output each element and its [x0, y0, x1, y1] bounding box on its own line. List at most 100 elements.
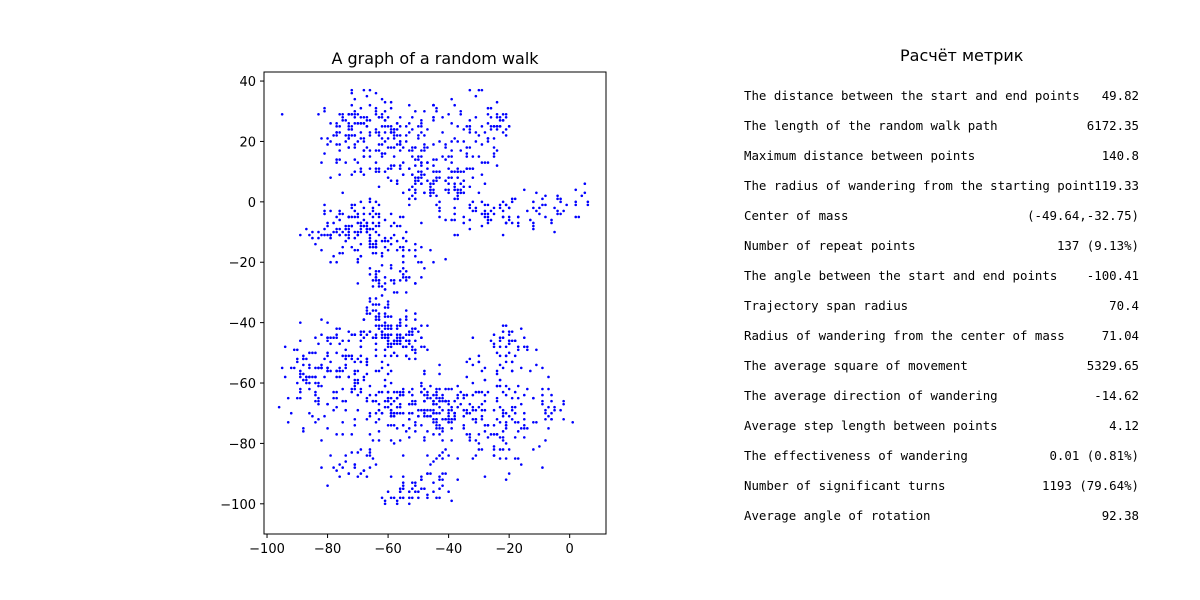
- walk-point: [444, 257, 447, 261]
- walk-point: [299, 369, 302, 373]
- walk-point: [474, 115, 478, 119]
- walk-point: [432, 191, 435, 195]
- walk-point: [305, 227, 308, 231]
- walk-point: [335, 161, 338, 164]
- walk-point: [407, 248, 411, 252]
- walk-point: [483, 203, 487, 207]
- walk-point: [347, 230, 351, 234]
- walk-point: [365, 417, 369, 421]
- walk-point: [386, 239, 390, 243]
- walk-point: [432, 408, 435, 412]
- walk-point: [383, 109, 387, 113]
- metric-value: (-49.64,-32.75): [1027, 208, 1139, 223]
- walk-point: [468, 203, 472, 207]
- walk-point: [438, 433, 441, 436]
- walk-point: [477, 134, 481, 137]
- walk-point: [474, 206, 478, 210]
- walk-point: [392, 282, 396, 285]
- walk-point: [356, 140, 360, 143]
- walk-point: [456, 197, 459, 201]
- walk-point: [426, 430, 429, 433]
- walk-point: [389, 475, 393, 478]
- walk-point: [356, 369, 360, 373]
- walk-point: [374, 128, 378, 131]
- walk-point: [474, 454, 478, 457]
- walk-point: [501, 411, 505, 415]
- walk-point: [289, 366, 293, 370]
- walk-point: [507, 333, 511, 337]
- walk-point: [344, 357, 348, 361]
- walk-point: [341, 212, 344, 216]
- walk-point: [504, 115, 508, 119]
- walk-point: [426, 496, 429, 500]
- walk-point: [468, 433, 472, 436]
- walk-point: [407, 342, 411, 346]
- walk-point: [389, 408, 393, 412]
- walk-point: [477, 191, 481, 195]
- walk-point: [450, 218, 453, 222]
- walk-point: [377, 417, 381, 421]
- walk-point: [362, 212, 366, 216]
- walk-point: [320, 233, 323, 237]
- walk-point: [450, 122, 453, 125]
- walk-point: [344, 366, 348, 370]
- walk-point: [420, 173, 423, 176]
- walk-point: [350, 387, 354, 391]
- walk-point: [492, 342, 496, 346]
- walk-point: [389, 381, 393, 385]
- walk-point: [398, 215, 402, 219]
- walk-point: [450, 408, 453, 412]
- walk-point: [329, 260, 332, 264]
- walk-point: [350, 224, 354, 228]
- walk-point: [468, 411, 472, 415]
- walk-point: [305, 378, 308, 382]
- walk-point: [462, 393, 466, 397]
- walk-point: [404, 354, 408, 358]
- walk-point: [441, 439, 444, 442]
- walk-point: [486, 203, 490, 207]
- walk-point: [438, 427, 441, 430]
- walk-point: [371, 251, 375, 255]
- walk-point: [420, 245, 423, 249]
- walk-point: [380, 411, 384, 415]
- walk-point: [501, 233, 505, 237]
- walk-point: [356, 161, 360, 164]
- walk-point: [510, 339, 514, 343]
- walk-point: [395, 396, 399, 400]
- walk-point: [344, 348, 348, 352]
- walk-point: [380, 330, 384, 333]
- walk-point: [420, 276, 423, 279]
- walk-point: [420, 119, 423, 122]
- walk-point: [447, 411, 450, 415]
- walk-point: [501, 448, 505, 451]
- walk-point: [483, 399, 487, 403]
- walk-point: [423, 387, 426, 391]
- walk-point: [392, 221, 396, 225]
- walk-point: [438, 170, 441, 173]
- walk-point: [513, 339, 517, 343]
- walk-point: [368, 103, 372, 107]
- walk-point: [299, 387, 302, 391]
- walk-point: [441, 131, 444, 134]
- metric-label: Maximum distance between points: [744, 148, 976, 163]
- walk-point: [526, 387, 529, 391]
- walk-point: [311, 351, 314, 355]
- walk-point: [453, 137, 456, 140]
- walk-point: [423, 411, 426, 415]
- walk-point: [386, 176, 390, 179]
- walk-point: [377, 185, 381, 189]
- walk-point: [562, 402, 565, 406]
- walk-point: [495, 149, 499, 152]
- walk-point: [501, 209, 505, 213]
- walk-point: [395, 291, 399, 294]
- walk-point: [447, 408, 450, 412]
- walk-point: [562, 209, 565, 213]
- walk-point: [359, 227, 363, 231]
- walk-point: [407, 197, 411, 201]
- walk-point: [350, 125, 354, 128]
- walk-point: [323, 227, 326, 231]
- walk-point: [365, 309, 369, 312]
- walk-point: [389, 345, 393, 349]
- walk-point: [374, 167, 378, 170]
- walk-point: [414, 399, 417, 403]
